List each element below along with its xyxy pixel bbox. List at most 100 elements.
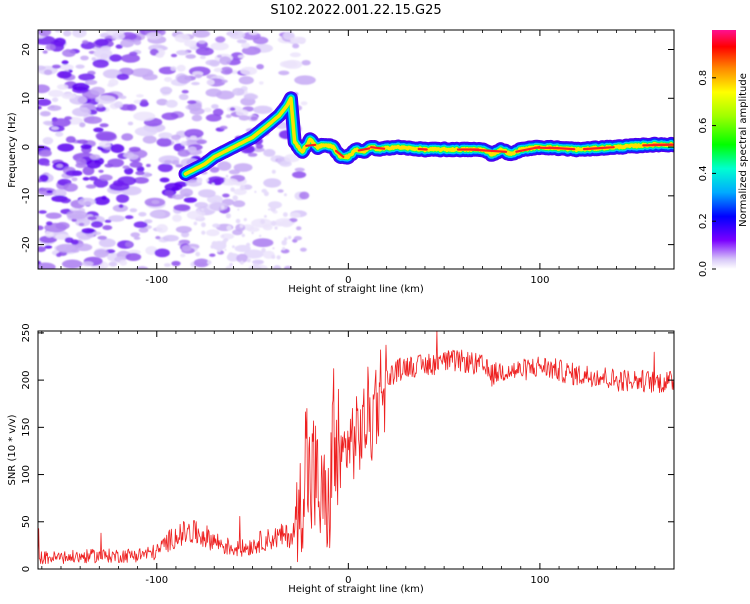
- spectrogram-cell: [125, 242, 133, 248]
- spectrogram-cell: [65, 237, 74, 243]
- spectrogram-cell: [182, 245, 192, 251]
- spectrogram-cell: [112, 32, 125, 40]
- spectrogram-cell: [95, 95, 116, 104]
- spectrogram-cell: [226, 225, 231, 230]
- spectrogram-cell: [102, 225, 112, 230]
- spectrogram-cell: [229, 263, 233, 267]
- spectrogram-cell: [100, 123, 109, 127]
- spectrogram-cell: [290, 212, 301, 218]
- spectrogram-cell: [35, 226, 43, 231]
- spectrogram-cell: [196, 139, 207, 144]
- spectrogram-cell: [48, 90, 64, 97]
- spectrogram-cell: [57, 84, 68, 90]
- spectrogram-cell: [131, 68, 153, 77]
- spectrogram-cell: [268, 208, 270, 210]
- spectrogram-cell: [91, 221, 103, 228]
- spectrogram-cell: [34, 84, 50, 93]
- spectrogram-cell: [259, 235, 261, 237]
- spectrogram-cell: [259, 81, 264, 84]
- spectrogram-cell: [104, 164, 113, 168]
- spectrogram-cell: [62, 49, 76, 57]
- spectrogram-cell: [99, 141, 111, 148]
- spectrogram-cell: [206, 89, 222, 97]
- spectrogram-cell: [188, 146, 197, 152]
- spectrogram-cell: [182, 90, 189, 94]
- spectrogram-cell: [256, 144, 264, 149]
- spectrogram-cell: [240, 185, 245, 190]
- spectrogram-cell: [134, 40, 142, 46]
- spectrogram-cell: [222, 194, 230, 198]
- spectrogram-cell: [94, 197, 110, 206]
- spectrogram-cell: [233, 189, 246, 196]
- spectrogram-cell: [78, 198, 96, 206]
- spectrogram-cell: [292, 171, 306, 178]
- spectrogram-cell: [46, 44, 56, 50]
- spectrogram-cell: [174, 182, 187, 188]
- spectrogram-cell: [251, 232, 253, 234]
- spectrogram-cell: [249, 31, 258, 35]
- spectrogram-cell: [187, 100, 196, 104]
- spectrogram-cell: [240, 261, 244, 265]
- spectrogram-cell: [211, 42, 229, 50]
- spectrogram-cell: [233, 200, 246, 207]
- spectrogram-cell: [184, 197, 197, 203]
- spectrogram-cell: [219, 56, 231, 65]
- spectrogram-cell: [51, 126, 59, 130]
- spectrogram-cell: [171, 135, 181, 141]
- spectrogram-cell: [134, 237, 141, 240]
- spectrogram-cell: [176, 226, 192, 233]
- spectrogram-cell: [79, 122, 85, 127]
- figure-title: S102.2022.001.22.15.G25: [270, 3, 441, 18]
- spectrogram-cell: [302, 60, 311, 65]
- spectrogram-cell: [232, 88, 244, 96]
- spectrogram-cell: [162, 113, 179, 121]
- spectrogram-cell: [250, 116, 257, 120]
- y-tick-label: -10: [21, 188, 32, 204]
- y-tick-label: 0: [21, 144, 32, 150]
- spectrogram-cell: [90, 87, 105, 95]
- spectrogram-cell: [261, 248, 266, 253]
- y-tick-label: 150: [21, 418, 32, 437]
- spectrogram-cell: [82, 261, 94, 266]
- spectrogram-cell: [248, 153, 258, 157]
- spectrogram-cell: [155, 249, 170, 258]
- spectrogram-cell: [105, 220, 112, 223]
- spectrogram-cell: [278, 189, 284, 192]
- spectrogram-cell: [72, 177, 78, 181]
- spectrogram-cell: [272, 247, 274, 249]
- spectrogram-cell: [87, 216, 96, 220]
- spectrogram-cell: [284, 193, 287, 196]
- spectrogram-cell: [272, 170, 276, 174]
- spectrogram-cell: [164, 77, 172, 82]
- spectrogram-cell: [52, 65, 61, 69]
- spectrogram-cell: [179, 94, 189, 100]
- y-tick-label: 200: [21, 371, 32, 390]
- spectrogram-cell: [35, 66, 46, 71]
- spectrogram-cell: [282, 247, 285, 250]
- spectrogram-cell: [226, 213, 231, 218]
- spectrogram-cell: [47, 105, 61, 111]
- spectrogram-cell: [97, 104, 104, 108]
- spectrogram-cell: [270, 206, 276, 212]
- snr-x-label: Height of straight line (km): [288, 584, 424, 595]
- spectrogram-cell: [252, 238, 273, 247]
- spectrogram-cell: [163, 235, 179, 242]
- colorbar-tick-label: 0.8: [698, 70, 709, 86]
- snr-y-label: SNR (10 * v/v): [7, 414, 18, 485]
- spectrogram-cell: [121, 54, 140, 63]
- spectrogram-cell: [126, 253, 142, 261]
- spectrogram-cell: [301, 101, 308, 105]
- spectrogram-cell: [164, 263, 171, 267]
- spectrogram-cell: [242, 234, 245, 237]
- spectrogram-cell: [90, 154, 101, 159]
- snr-series-line: [38, 330, 674, 564]
- spectrogram-cell: [282, 240, 287, 245]
- spectrogram-cell: [224, 69, 233, 73]
- spectrogram-cell: [38, 210, 46, 214]
- spectrogram-cell: [197, 210, 200, 213]
- spectrogram-cell: [86, 184, 97, 188]
- spectrogram-cell: [62, 260, 82, 269]
- spectrogram-cell: [195, 74, 202, 78]
- spectrogram-cell: [87, 160, 102, 169]
- spectrogram-cell: [72, 249, 80, 253]
